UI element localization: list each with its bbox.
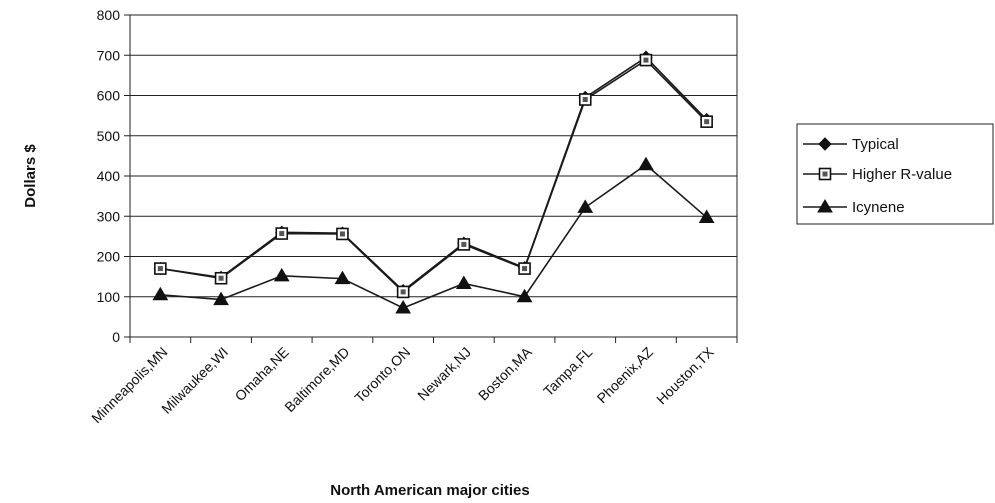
- data-point-icynene: [516, 288, 533, 303]
- legend-label-typical: Typical: [852, 136, 899, 153]
- y-tick-label: 700: [97, 47, 121, 63]
- x-tick-label: Tampa,FL: [540, 344, 595, 399]
- series-line-higher-r-value: [160, 59, 708, 293]
- data-point-higher-r-value: [214, 271, 228, 285]
- y-tick-label: 500: [97, 128, 121, 144]
- x-tick-label: Newark,NJ: [414, 344, 474, 404]
- x-tick-label: Omaha,NE: [232, 344, 292, 404]
- data-point-higher-r-value: [518, 262, 531, 275]
- data-point-higher-r-value: [154, 262, 167, 275]
- series-line-icynene: [160, 163, 708, 309]
- data-point-icynene: [577, 199, 594, 213]
- x-tick-label: Minneapolis,MN: [88, 344, 170, 426]
- legend-marker-icynene: [817, 199, 833, 213]
- data-point-higher-r-value: [396, 285, 410, 299]
- data-point-icynene: [152, 286, 169, 301]
- data-point-icynene: [273, 267, 290, 282]
- y-tick-label: 200: [97, 249, 121, 265]
- y-tick-labels: 0 100 200 300 400 500 600 700 800: [97, 7, 130, 345]
- data-point-higher-r-value: [578, 93, 592, 106]
- data-point-icynene: [455, 275, 472, 289]
- x-tick-label: Baltimore,MD: [281, 344, 352, 415]
- legend-marker-higher-r-value: [818, 167, 832, 181]
- data-point-icynene: [698, 209, 715, 223]
- y-tick-label: 400: [97, 168, 121, 184]
- data-point-higher-r-value: [639, 53, 653, 67]
- x-tick-label: Houston,TX: [653, 343, 717, 407]
- series-line-typical: [160, 56, 708, 292]
- data-point-higher-r-value: [457, 238, 471, 251]
- data-point-icynene: [213, 291, 229, 306]
- y-tick-label: 300: [97, 208, 121, 224]
- x-tick-label: Toronto,ON: [351, 344, 413, 406]
- data-point-higher-r-value: [275, 227, 289, 240]
- data-point-higher-r-value: [700, 115, 713, 128]
- y-tick-label: 800: [97, 7, 121, 23]
- y-tick-label: 0: [112, 329, 120, 345]
- x-tick-label: Phoenix,AZ: [594, 343, 657, 406]
- series-markers: [152, 50, 715, 314]
- x-axis-label: North American major cities: [330, 482, 530, 499]
- legend-marker-typical: [818, 137, 832, 151]
- data-point-icynene: [395, 300, 412, 314]
- legend-label-icynene: Icynene: [852, 199, 905, 216]
- y-tick-label: 100: [97, 289, 121, 305]
- y-tick-label: 600: [97, 88, 121, 104]
- x-tick-label: Boston,MA: [475, 343, 535, 403]
- data-point-icynene: [638, 156, 654, 171]
- legend-label-higher-r-value: Higher R-value: [852, 166, 952, 183]
- data-point-higher-r-value: [336, 227, 349, 241]
- gridlines: [130, 54, 737, 298]
- series-lines: [160, 56, 708, 309]
- y-axis-label: Dollars $: [22, 144, 39, 208]
- data-point-icynene: [334, 270, 351, 285]
- legend: Typical Higher R-value Icynene: [796, 123, 994, 225]
